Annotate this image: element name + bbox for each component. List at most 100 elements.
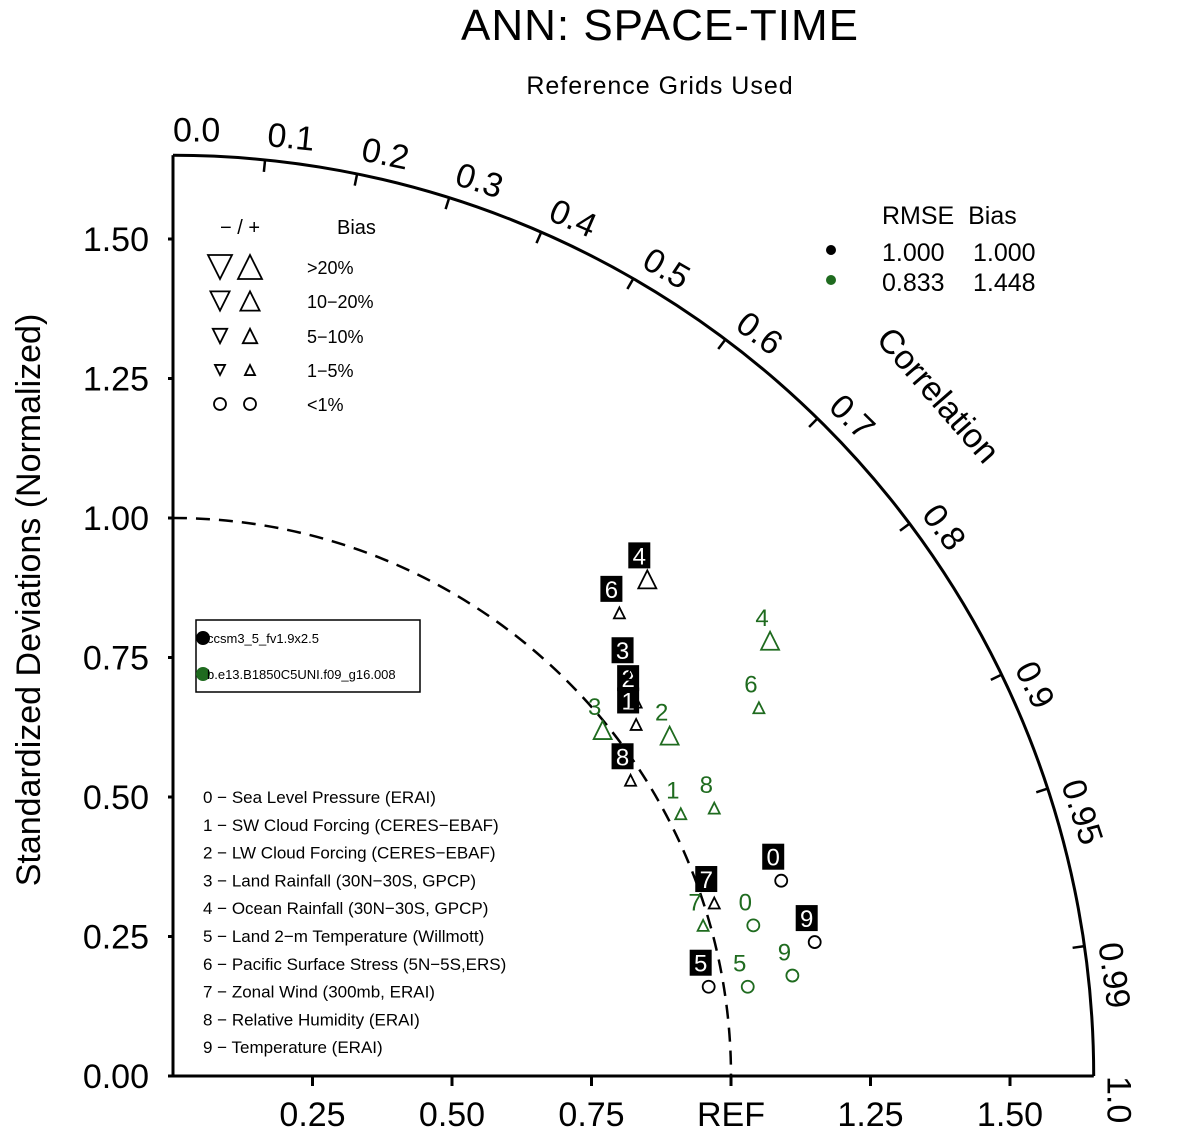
data-point-label-box <box>689 949 712 976</box>
correlation-tick <box>899 522 911 532</box>
x-tick-label: 1.25 <box>837 1096 903 1134</box>
data-point-marker <box>740 979 755 994</box>
variable-item: 0 − Sea Level Pressure (ERAI) <box>203 788 436 807</box>
bias-value: 1.000 <box>973 239 1036 267</box>
correlation-tick-label: 0.6 <box>729 304 790 363</box>
data-point-label-box <box>611 637 634 664</box>
data-point-marker <box>612 605 627 620</box>
data-point-marker <box>629 716 644 731</box>
bias-triangle-up <box>243 362 257 376</box>
correlation-label: Correlation <box>869 320 1007 470</box>
data-point-marker <box>696 917 711 932</box>
y-tick-label: 0.75 <box>83 640 149 678</box>
data-point-label-box <box>600 575 623 602</box>
correlation-tick <box>1072 944 1085 950</box>
correlation-tick-label: 0.0 <box>173 111 220 149</box>
x-tick-label: 0.25 <box>279 1096 345 1134</box>
data-point-label-box <box>617 665 640 692</box>
data-point: 9 <box>795 905 822 949</box>
outer-arc <box>172 153 1096 1077</box>
variable-item: 5 − Land 2−m Temperature (Willmott) <box>203 927 484 946</box>
variable-item: 6 − Pacific Surface Stress (5N−5S,ERS) <box>203 955 506 974</box>
data-point: 0 <box>739 889 761 933</box>
data-point-marker <box>785 968 800 983</box>
bias-triangle-up <box>236 252 264 280</box>
data-point-label: 5 <box>694 951 707 978</box>
data-point-label-box <box>695 866 718 893</box>
correlation-tick-label: 0.99 <box>1090 940 1137 1011</box>
bias-triangle-down <box>206 254 234 282</box>
bias-legend-symbols: − / + <box>220 217 260 239</box>
rmse-series-dot <box>826 245 836 255</box>
correlation-tick <box>1035 787 1049 794</box>
y-tick-label: 1.50 <box>83 221 149 259</box>
bias-triangle-up <box>238 289 262 312</box>
bias-legend-label: <1% <box>307 395 344 415</box>
correlation-tick-label: 1.0 <box>1100 1076 1138 1123</box>
variable-item: 4 − Ocean Rainfall (30N−30S, GPCP) <box>203 899 488 918</box>
data-point-label: 0 <box>739 889 752 916</box>
data-point: 0 <box>762 843 789 888</box>
bias-circle <box>243 397 257 411</box>
rmse-legend-header: RMSE Bias <box>882 202 1017 230</box>
data-point-label: 9 <box>800 906 813 933</box>
variable-item: 1 − SW Cloud Forcing (CERES−EBAF) <box>203 816 499 835</box>
data-point-label: 4 <box>755 605 768 632</box>
data-point-label: 2 <box>655 700 668 727</box>
data-point: 5 <box>733 951 755 994</box>
correlation-tick <box>990 673 1003 682</box>
y-tick-label: 0.00 <box>83 1058 149 1096</box>
y-tick-label: 1.25 <box>83 361 149 399</box>
variable-item: 2 − LW Cloud Forcing (CERES−EBAF) <box>203 844 496 863</box>
data-point-marker <box>774 873 789 888</box>
data-point-marker <box>807 935 822 949</box>
bias-triangle-down <box>208 290 232 313</box>
correlation-tick <box>535 231 543 244</box>
x-tick-label: 1.50 <box>977 1096 1043 1134</box>
y-tick-label: 0.50 <box>83 779 149 817</box>
x-tick-label: 0.50 <box>419 1096 485 1134</box>
data-point-label: 8 <box>700 772 713 799</box>
case-legend-dot <box>196 631 210 645</box>
data-point-label: 7 <box>688 889 701 916</box>
data-point-label: 6 <box>605 577 618 604</box>
data-point-label: 4 <box>633 543 646 570</box>
data-point: 3 <box>611 637 638 681</box>
variable-item: 8 − Relative Humidity (ERAI) <box>203 1010 420 1029</box>
data-point-marker <box>751 700 766 715</box>
y-axis-label: Standardized Deviations (Normalized) <box>10 314 48 887</box>
bias-value: 1.448 <box>973 269 1036 297</box>
data-point: 5 <box>689 949 716 994</box>
data-point-label-box <box>795 905 818 932</box>
bias-legend-label: 1−5% <box>307 361 354 381</box>
data-point: 7 <box>688 889 711 932</box>
data-point-label: 3 <box>616 638 629 665</box>
bias-legend-header: Bias <box>337 217 376 239</box>
variable-item: 9 − Temperature (ERAI) <box>203 1038 383 1057</box>
data-point-marker <box>707 800 722 815</box>
chart-subtitle: Reference Grids Used <box>526 72 793 100</box>
data-point-marker <box>746 918 761 933</box>
chart-title: ANN: SPACE-TIME <box>461 1 859 50</box>
correlation-tick-label: 0.7 <box>822 387 882 447</box>
correlation-tick <box>626 278 635 290</box>
correlation-tick <box>808 417 819 428</box>
data-point-label: 7 <box>700 867 713 894</box>
data-point: 6 <box>744 672 766 715</box>
correlation-tick <box>262 159 267 172</box>
bias-triangle-down <box>213 364 227 378</box>
data-point-label: 1 <box>621 688 634 715</box>
data-point-label: 0 <box>767 845 780 872</box>
data-point: 7 <box>695 866 722 910</box>
case-legend-label: b.e13.B1850C5UNI.f09_g16.008 <box>207 667 396 682</box>
variable-item: 7 − Zonal Wind (300mb, ERAI) <box>203 983 435 1002</box>
correlation-tick-label: 0.5 <box>636 241 696 298</box>
data-point: 9 <box>778 940 800 983</box>
data-point-label: 1 <box>666 778 679 805</box>
data-point-marker <box>701 979 716 994</box>
rmse-value: 1.000 <box>882 239 945 267</box>
y-tick-label: 0.25 <box>83 919 149 957</box>
correlation-tick-label: 0.8 <box>914 497 973 558</box>
data-point-marker <box>659 724 681 746</box>
